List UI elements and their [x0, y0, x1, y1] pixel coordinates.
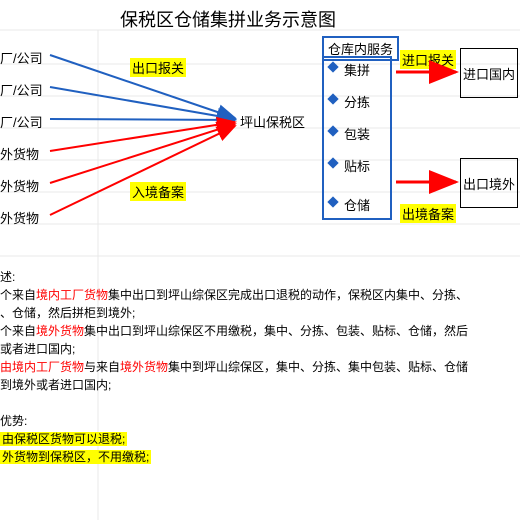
desc-label: 述: [0, 268, 516, 286]
adv-1: 由保税区货物可以退税; [0, 430, 516, 448]
diagram-canvas: 保税区仓储集拼业务示意图 厂/公司 厂/公司 厂/公司 外货物 外货物 外货物 … [0, 0, 520, 520]
desc-2b: 或者进口国内; [0, 340, 516, 358]
desc-3: 由境内工厂货物与来自境外货物集中到坪山综保区，集中、分拣、集中包装、贴标、仓储 [0, 358, 516, 376]
adv-2: 外货物到保税区，不用缴税; [0, 448, 516, 466]
desc-2: 个来自境外货物集中出口到坪山综保区不用缴税，集中、分拣、包装、贴标、仓储，然后 [0, 322, 516, 340]
adv-label: 优势: [0, 412, 516, 430]
desc-3b: 到境外或者进口国内; [0, 376, 516, 394]
desc-1b: 、仓储，然后拼柜到境外; [0, 304, 516, 322]
desc-1: 个来自境内工厂货物集中出口到坪山综保区完成出口退税的动作，保税区内集中、分拣、 [0, 286, 516, 304]
